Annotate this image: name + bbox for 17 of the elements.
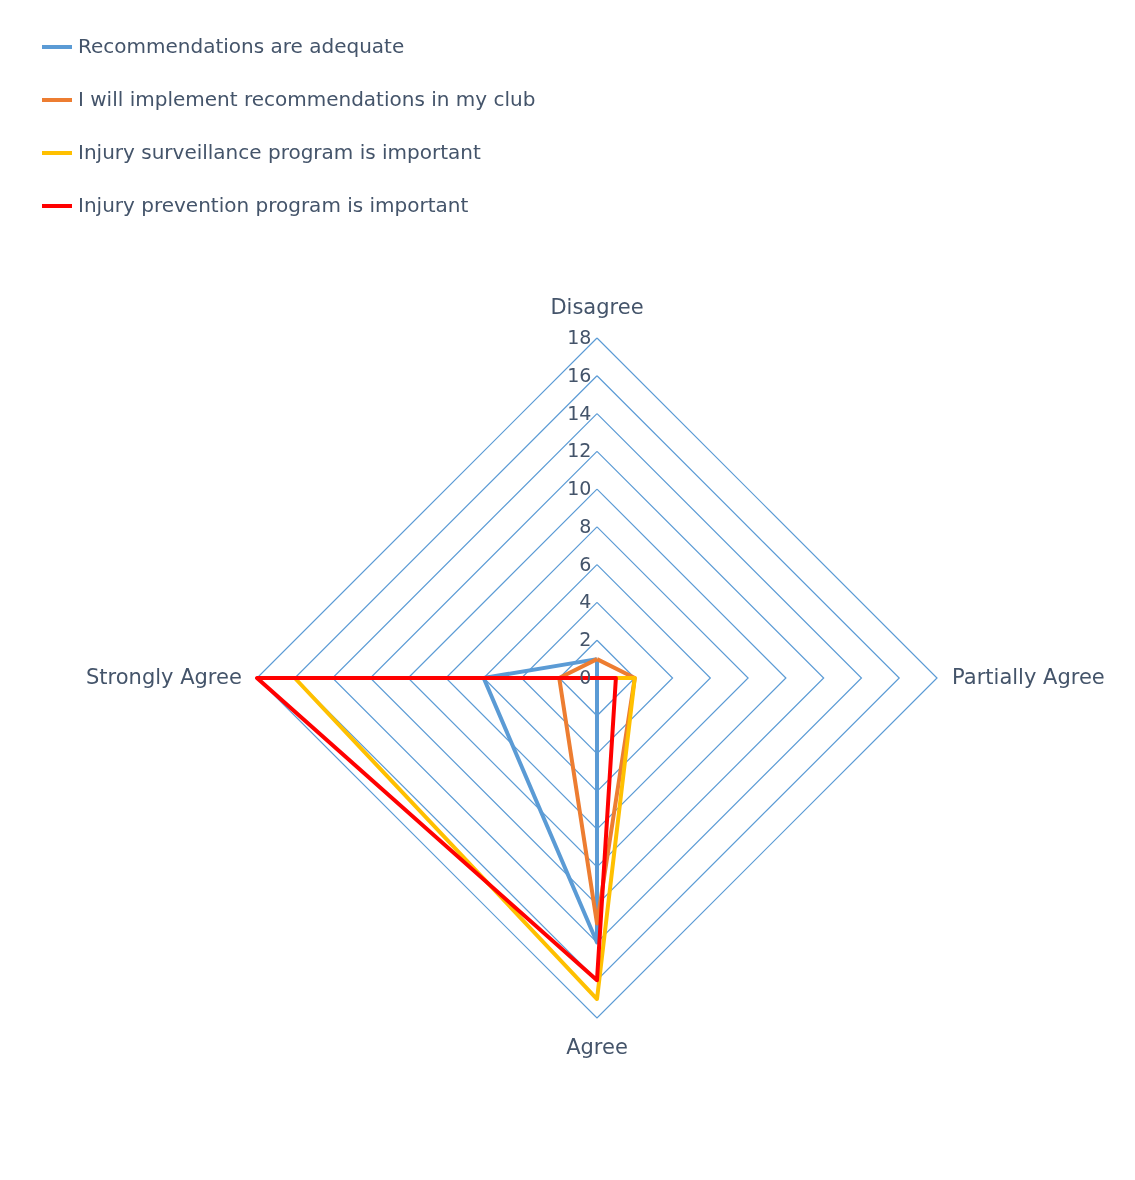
y-tick-label: 14 <box>567 401 592 424</box>
spoke-label: Disagree <box>550 294 644 319</box>
y-tick-label: 8 <box>579 514 592 537</box>
legend-label: Injury prevention program is important <box>78 193 469 217</box>
y-tick-label: 6 <box>579 552 592 575</box>
legend-label: Injury surveillance program is important <box>78 140 481 164</box>
y-tick-label: 4 <box>579 590 592 613</box>
spoke-label: Agree <box>566 1035 628 1060</box>
y-tick-label: 2 <box>579 628 592 651</box>
spoke-label: Partially Agree <box>952 665 1105 689</box>
y-tick-label: 10 <box>567 477 592 500</box>
y-tick-label: 12 <box>567 439 592 462</box>
legend-label: I will implement recommendations in my club <box>78 87 536 111</box>
y-tick-label: 18 <box>567 326 592 348</box>
legend-label: Recommendations are adequate <box>78 34 405 58</box>
spoke-label: Strongly Agree <box>86 665 242 689</box>
y-tick-label: 16 <box>567 363 592 386</box>
